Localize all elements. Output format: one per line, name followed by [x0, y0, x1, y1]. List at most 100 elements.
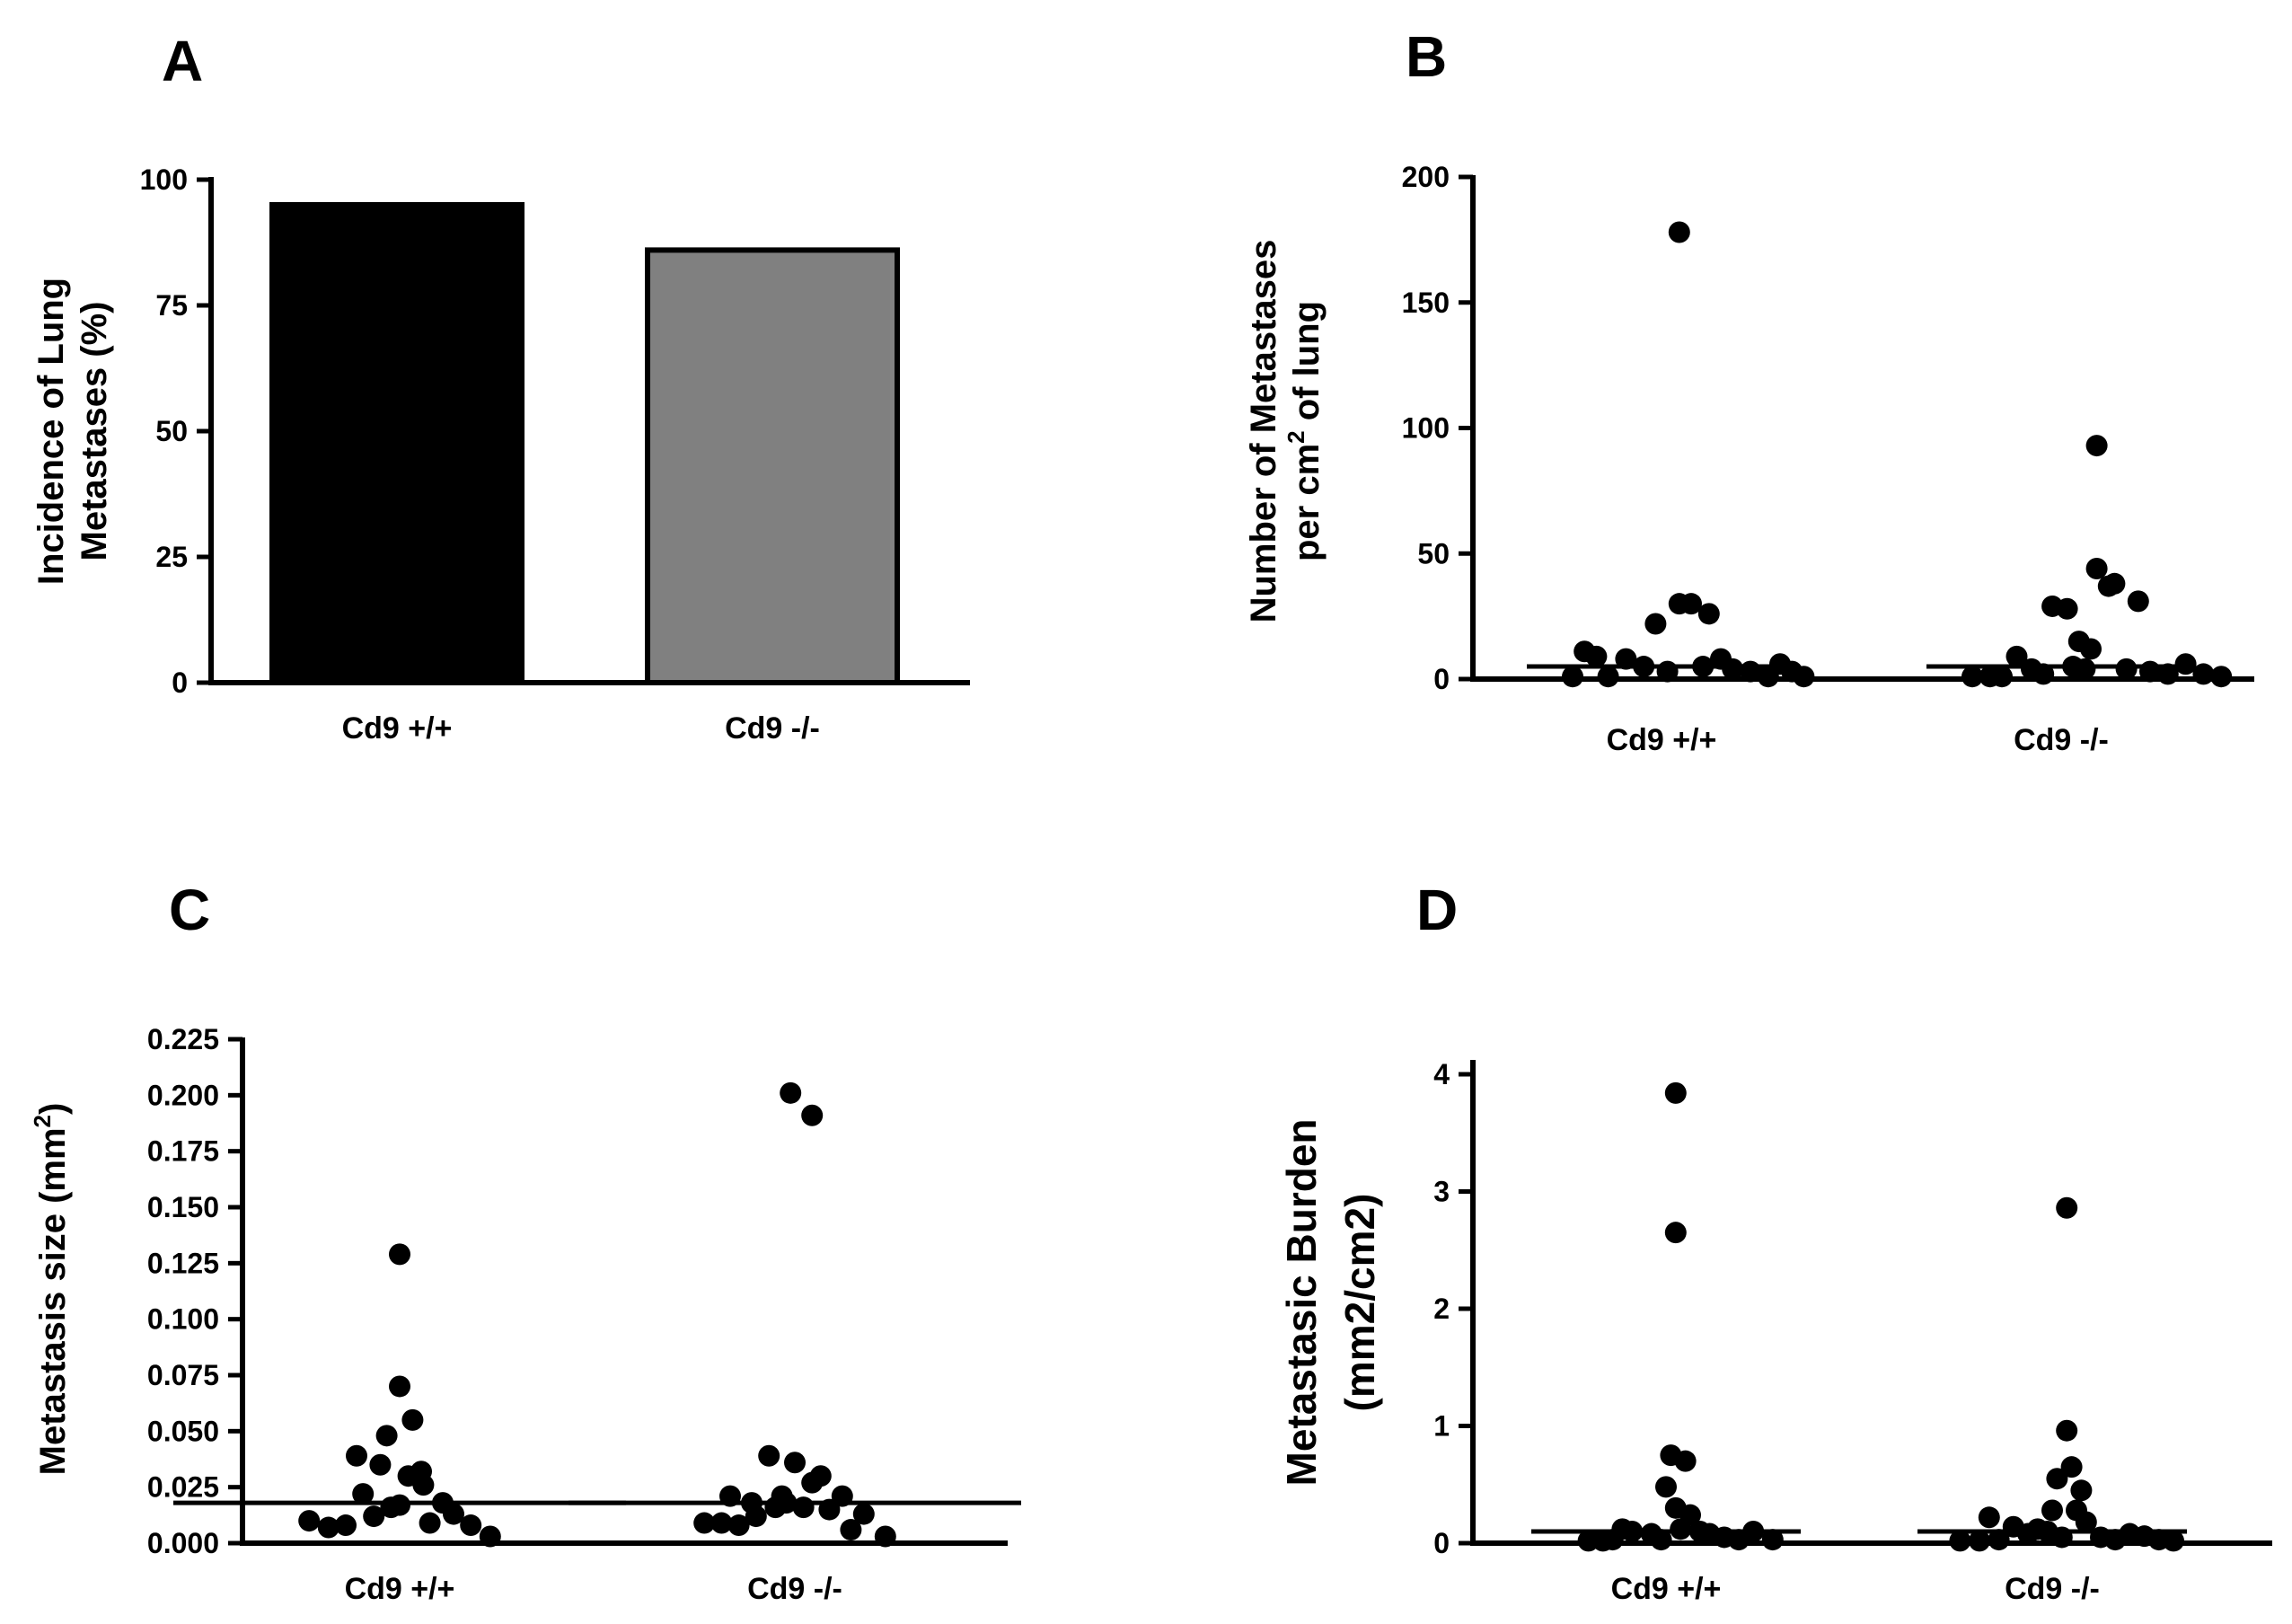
- panel-b-scatter: 0 50 100 150 200 Cd9 +/+ Cd9 -/- Number of Me…: [1244, 161, 2254, 757]
- panel-a-y-ticks: 0 25 50 75 100: [140, 163, 211, 699]
- panel-b-data-point: [1680, 593, 1702, 615]
- panel-a-bar: [645, 247, 900, 685]
- panel-c-x-tick-label: Cd9 +/+: [345, 1572, 455, 1606]
- panel-d-x-tick-label: Cd9 -/-: [2005, 1572, 2100, 1606]
- panel-d-y-ticks: 0 1 2 3 4: [1433, 1058, 1473, 1559]
- panel-d-data-point: [1761, 1529, 1784, 1551]
- panel-a-y-label-line1: Incidence of Lung: [31, 278, 71, 585]
- panel-d-data-point: [1664, 1081, 1687, 1104]
- panel-b-data-point: [1692, 656, 1715, 678]
- panel-d-scatter: 0 1 2 3 4 Cd9 +/+ Cd9 -/- Metastasic Burden (…: [1278, 1058, 2272, 1606]
- panel-c-data-point: [693, 1512, 716, 1534]
- panel-b-y-label-line2: per cm2 of lung: [1283, 301, 1327, 561]
- panel-d-y-tick-label: 0: [1433, 1527, 1450, 1559]
- panel-d-y-tick-label: 3: [1433, 1176, 1450, 1208]
- panel-c-data-point: [389, 1375, 410, 1398]
- panel-d-data-point: [2056, 1419, 2078, 1442]
- panel-b-data-point: [1633, 656, 1655, 678]
- panel-b-points: [1562, 221, 2233, 688]
- panel-b-data-point: [2080, 638, 2102, 660]
- panel-a-y-tick-label: 0: [172, 666, 188, 699]
- panel-b-data-point: [1697, 603, 1720, 625]
- panel-c-x-tick-label: Cd9 -/-: [747, 1572, 842, 1606]
- panel-c-data-point: [317, 1516, 339, 1539]
- panel-b-data-point: [2074, 658, 2096, 680]
- panel-c-y-ticks: 0.000 0.025 0.050 0.075 0.100 0.125 0.150 0.175…: [147, 1023, 242, 1559]
- panel-b-data-point: [1585, 645, 1608, 667]
- panel-c-y-label: Metastasis size (mm2): [29, 1103, 73, 1476]
- panel-c-scatter: 0.000 0.025 0.050 0.075 0.100 0.125 0.150 0.175…: [29, 1023, 1021, 1606]
- panel-b-data-point: [2056, 597, 2078, 620]
- panel-d-data-point: [2075, 1511, 2097, 1533]
- panel-c-data-point: [780, 1081, 802, 1104]
- panel-letter-b: B: [1406, 24, 1447, 89]
- panel-c-y-tick-label: 0.025: [147, 1471, 219, 1504]
- panel-d-data-point: [1650, 1529, 1672, 1551]
- panel-c-data-point: [412, 1474, 435, 1496]
- panel-c-data-point: [809, 1465, 832, 1487]
- panel-b-y-tick-label: 150: [1402, 287, 1450, 319]
- panel-b-y-label-line1: Number of Metastases: [1244, 240, 1283, 623]
- panel-a-x-tick-label: Cd9 +/+: [342, 711, 453, 746]
- panel-b-y-tick-label: 200: [1402, 161, 1450, 193]
- panel-c-data-point: [352, 1483, 375, 1505]
- panel-c-y-tick-label: 0.075: [147, 1359, 219, 1391]
- panel-c-data-point: [719, 1485, 741, 1507]
- panel-c-data-point: [335, 1514, 357, 1537]
- panel-d-data-point: [1621, 1520, 1644, 1542]
- panel-b-y-label-pre: per cm: [1287, 444, 1327, 561]
- panel-d-data-point: [2041, 1499, 2063, 1522]
- panel-c-data-point: [419, 1512, 441, 1534]
- panel-c-y-label-post: ): [33, 1103, 73, 1115]
- panel-c-points: [298, 1081, 896, 1548]
- panel-d-data-point: [2056, 1196, 2078, 1219]
- panel-d-data-point: [1679, 1504, 1701, 1526]
- panel-c-y-tick-label: 0.175: [147, 1135, 219, 1168]
- panel-c-y-tick-label: 0.000: [147, 1527, 219, 1559]
- panel-a-y-label-line2: Metastases (%): [75, 301, 114, 560]
- panel-c-y-tick-label: 0.225: [147, 1023, 219, 1055]
- panel-a-bar: [269, 202, 525, 685]
- panel-c-data-point: [758, 1444, 780, 1467]
- panel-c-x-labels: Cd9 +/+ Cd9 -/-: [345, 1572, 842, 1606]
- panel-d-x-tick-label: Cd9 +/+: [1611, 1572, 1722, 1606]
- panel-b-data-point: [1615, 648, 1637, 670]
- panel-a-y-tick-label: 50: [155, 415, 188, 447]
- panel-b-data-point: [2103, 572, 2126, 595]
- panel-b-data-point: [1722, 658, 1744, 680]
- panel-b-data-point: [2085, 435, 2108, 457]
- panel-b-y-tick-label: 100: [1402, 412, 1450, 445]
- panel-d-data-point: [2060, 1456, 2083, 1478]
- panel-b-data-point: [2127, 590, 2149, 613]
- panel-c-data-point: [401, 1408, 424, 1431]
- panel-c-y-label-pre: Metastasis size (mm: [33, 1127, 73, 1475]
- panel-a-x-labels: Cd9 +/+ Cd9 -/-: [342, 711, 820, 746]
- panel-c-data-point: [852, 1503, 875, 1525]
- panel-c-data-point: [775, 1492, 798, 1514]
- panel-c-data-point: [375, 1425, 398, 1447]
- panel-d-y-label-line2: (mm2/cm2): [1336, 1194, 1383, 1412]
- panel-c-y-tick-label: 0.100: [147, 1303, 219, 1336]
- panel-d-data-point: [1742, 1520, 1765, 1542]
- panel-c-data-point: [801, 1104, 824, 1126]
- panel-d-data-point: [2070, 1479, 2093, 1502]
- panel-a-y-tick-label: 75: [155, 289, 188, 322]
- panel-d-y-tick-label: 2: [1433, 1293, 1450, 1325]
- panel-b-y-ticks: 0 50 100 150 200: [1402, 161, 1473, 695]
- panel-letter-a: A: [162, 29, 203, 93]
- panel-d-data-point: [1674, 1450, 1697, 1472]
- panel-c-data-point: [346, 1444, 367, 1467]
- panel-c-data-point: [784, 1452, 806, 1474]
- panel-letter-d: D: [1416, 878, 1458, 942]
- panel-b-y-tick-label: 50: [1417, 537, 1450, 569]
- panel-d-data-point: [1655, 1476, 1677, 1498]
- panel-c-data-point: [369, 1453, 392, 1476]
- panel-d-data-point: [2046, 1468, 2068, 1490]
- panel-c-data-point: [818, 1498, 841, 1521]
- panel-a-x-tick-label: Cd9 -/-: [725, 711, 820, 746]
- panel-b-data-point: [2006, 645, 2028, 667]
- panel-c-data-point: [727, 1514, 750, 1537]
- panel-b-x-tick-label: Cd9 +/+: [1607, 723, 1717, 757]
- panel-b-y-tick-label: 0: [1433, 663, 1450, 695]
- panel-c-data-point: [389, 1243, 410, 1266]
